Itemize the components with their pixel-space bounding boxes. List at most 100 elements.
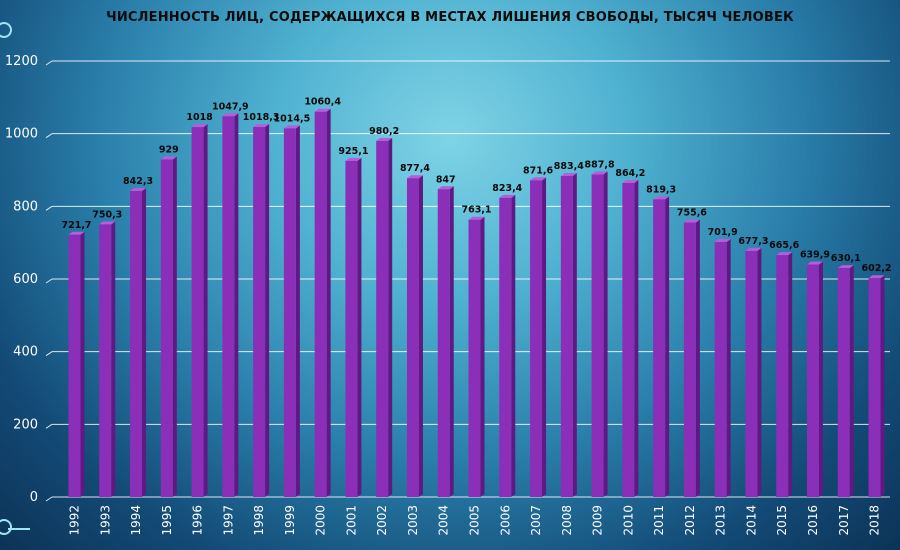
bar-side	[449, 186, 454, 498]
y-tick-label: 1000	[5, 127, 38, 142]
data-label: 883,4	[554, 161, 584, 172]
data-label: 819,3	[646, 184, 676, 195]
bar	[560, 176, 573, 498]
x-tick-label: 2018	[868, 505, 882, 536]
bar-side	[203, 124, 208, 498]
x-tick-label: 2001	[344, 505, 358, 536]
bar	[868, 278, 881, 497]
data-label: 877,4	[400, 163, 430, 174]
bar-top	[868, 275, 885, 279]
bar	[653, 199, 666, 498]
bar-top	[653, 196, 670, 200]
bar	[499, 197, 512, 497]
data-label: 763,1	[461, 205, 491, 216]
grid-line-skew	[45, 496, 53, 502]
data-label: 871,6	[523, 165, 553, 176]
bar-top	[714, 238, 731, 242]
data-label: 1060,4	[304, 97, 341, 108]
bar	[837, 268, 850, 497]
bar	[591, 174, 604, 497]
bar-side	[788, 252, 793, 497]
bar-side	[111, 221, 116, 498]
bar-side	[234, 113, 239, 497]
data-label: 929	[159, 144, 179, 155]
x-tick-label: 2017	[837, 505, 851, 536]
decorative-ring-icon	[0, 519, 12, 535]
bar-side	[880, 275, 885, 497]
bar-side	[603, 171, 608, 497]
bar	[530, 180, 543, 497]
bar-top	[591, 171, 608, 175]
bar-side	[480, 216, 485, 497]
x-tick-label: 2005	[468, 505, 482, 536]
bar-top	[499, 194, 516, 198]
y-tick-label: 600	[13, 272, 38, 287]
y-tick-label: 400	[13, 345, 38, 360]
bar-top	[222, 113, 239, 117]
bar-side	[326, 108, 331, 497]
data-label: 750,3	[92, 209, 122, 220]
x-tick-label: 2006	[498, 505, 512, 536]
x-tick-label: 2013	[714, 505, 728, 536]
data-label: 665,6	[769, 240, 799, 251]
bar	[776, 255, 789, 497]
data-label: 602,2	[861, 263, 891, 274]
bar-top	[776, 252, 793, 256]
x-tick-label: 2003	[406, 505, 420, 536]
bar	[376, 140, 389, 498]
bar	[468, 219, 481, 497]
x-tick-label: 1996	[191, 505, 205, 536]
bar-side	[634, 180, 639, 498]
bar	[406, 178, 419, 497]
data-label: 677,3	[738, 236, 768, 247]
bar-side	[142, 187, 147, 497]
bar-top	[283, 125, 300, 129]
x-tick-label: 1994	[129, 505, 143, 536]
decorative-line	[8, 528, 30, 530]
grid-line-skew	[45, 351, 53, 357]
grid-line-skew	[45, 205, 53, 211]
bar	[222, 116, 235, 497]
bar-top	[345, 157, 362, 161]
x-tick-label: 1997	[221, 505, 235, 536]
bar	[745, 250, 758, 497]
bar-top	[130, 187, 147, 191]
bar-side	[295, 125, 300, 498]
x-tick-label: 1992	[68, 505, 82, 536]
bar	[130, 190, 143, 497]
data-label: 1047,9	[212, 101, 249, 112]
bar-side	[265, 124, 270, 497]
data-label: 755,6	[677, 207, 707, 218]
x-tick-label: 1993	[98, 505, 112, 536]
bar-top	[806, 261, 823, 265]
bar-side	[572, 173, 577, 498]
bar-top	[560, 173, 577, 177]
bar-top	[376, 137, 393, 141]
bars	[68, 108, 885, 498]
bar-side	[388, 137, 393, 498]
x-tick-label: 2007	[529, 505, 543, 536]
x-tick-label: 2002	[375, 505, 389, 536]
x-tick-label: 2008	[560, 505, 574, 536]
grid-line-skew	[45, 423, 53, 429]
x-tick-label: 1998	[252, 505, 266, 536]
bar-top	[530, 177, 547, 181]
data-label: 721,7	[61, 220, 91, 231]
data-label: 1014,5	[274, 113, 311, 124]
bar	[314, 111, 327, 497]
y-tick-label: 0	[30, 490, 38, 505]
data-label: 1018	[186, 112, 213, 123]
x-tick-label: 1999	[283, 505, 297, 536]
data-label: 842,3	[123, 176, 153, 187]
decorative-ring-icon	[0, 22, 12, 38]
x-tick-label: 2012	[683, 505, 697, 536]
x-tick-label: 2011	[652, 505, 666, 536]
y-tick-label: 1200	[5, 54, 38, 69]
bar	[345, 160, 358, 497]
grid-line-skew	[45, 60, 53, 66]
bar-top	[68, 231, 85, 235]
y-axis-labels: 0 200 400 600 800 1000 1200	[5, 54, 38, 505]
data-label: 887,8	[585, 159, 615, 170]
